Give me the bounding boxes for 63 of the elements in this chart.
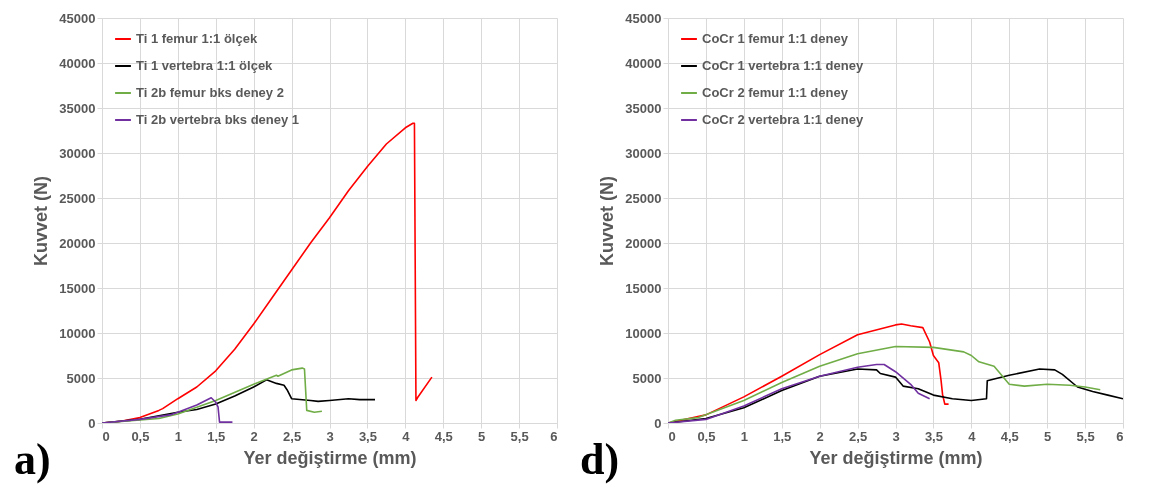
legend-label: Ti 1 vertebra 1:1 ölçek (136, 58, 274, 73)
x-tick-label: 1 (174, 428, 182, 444)
x-tick-label: 3 (326, 428, 334, 444)
text: a) (14, 435, 51, 484)
y-tick-label: 45000 (625, 10, 662, 26)
x-tick-label: 2 (816, 428, 824, 444)
x-axis-title: Yer değiştirme (mm) (809, 447, 983, 468)
x-tick-label: 0 (102, 428, 110, 444)
x-tick-label: 3,5 (358, 428, 377, 444)
x-tick-label: 1 (740, 428, 748, 444)
y-tick-label: 10000 (625, 325, 662, 341)
x-tick-label: 3,5 (924, 428, 943, 444)
legend-label: CoCr 2 femur 1:1 deney (702, 85, 849, 100)
y-tick-label: 20000 (59, 235, 96, 251)
y-tick-label: 40000 (625, 55, 662, 71)
x-tick-label: 2,5 (283, 428, 302, 444)
text: d) (580, 435, 620, 484)
y-tick-label: 15000 (59, 280, 96, 296)
legend-label: CoCr 1 vertebra 1:1 deney (702, 58, 864, 73)
x-tick-label: 1,5 (773, 428, 792, 444)
y-tick-label: 10000 (59, 325, 96, 341)
y-axis-title: Kuvvet (N) (597, 175, 618, 267)
x-tick-label: 4 (402, 428, 411, 444)
y-axis-title: Kuvvet (N) (31, 175, 52, 267)
x-tick-label: 2,5 (849, 428, 868, 444)
legend-label: Ti 1 femur 1:1 ölçek (136, 31, 258, 46)
y-tick-label: 30000 (59, 145, 96, 161)
y-tick-label: 5000 (66, 370, 96, 386)
x-tick-label: 4 (968, 428, 977, 444)
y-tick-label: 25000 (59, 190, 96, 206)
line-series (668, 363, 931, 423)
x-axis-title: Yer değiştirme (mm) (243, 447, 417, 468)
y-tick-label: 35000 (625, 100, 662, 116)
legend-label: Ti 2b vertebra bks deney 1 (136, 112, 300, 127)
x-tick-label: 5 (478, 428, 486, 444)
x-tick-label: 5 (1044, 428, 1052, 444)
legend-label: CoCr 2 vertebra 1:1 deney (702, 112, 864, 127)
x-tick-label: 0 (668, 428, 676, 444)
y-tick-label: 20000 (625, 235, 662, 251)
legend-label: CoCr 1 femur 1:1 deney (702, 31, 849, 46)
line-series (102, 397, 234, 423)
x-tick-label: 4,5 (434, 428, 453, 444)
y-tick-label: 0 (654, 415, 662, 431)
y-tick-label: 40000 (59, 55, 96, 71)
y-tick-label: 0 (88, 415, 96, 431)
x-tick-label: 3 (892, 428, 900, 444)
y-tick-label: 35000 (59, 100, 96, 116)
legend-label: Ti 2b femur bks deney 2 (136, 85, 284, 100)
x-tick-label: 0,5 (697, 428, 716, 444)
y-tick-label: 5000 (632, 370, 662, 386)
x-tick-label: 0,5 (131, 428, 150, 444)
x-tick-label: 5,5 (1076, 428, 1095, 444)
x-tick-label: 2 (250, 428, 258, 444)
x-tick-label: 6 (550, 428, 558, 444)
x-tick-label: 6 (1116, 428, 1124, 444)
x-tick-label: 5,5 (510, 428, 529, 444)
x-tick-label: 4,5 (1000, 428, 1019, 444)
x-tick-label: 1,5 (207, 428, 226, 444)
line-series (668, 345, 1102, 423)
y-tick-label: 25000 (625, 190, 662, 206)
y-tick-label: 15000 (625, 280, 662, 296)
y-tick-label: 45000 (59, 10, 96, 26)
y-tick-label: 30000 (625, 145, 662, 161)
